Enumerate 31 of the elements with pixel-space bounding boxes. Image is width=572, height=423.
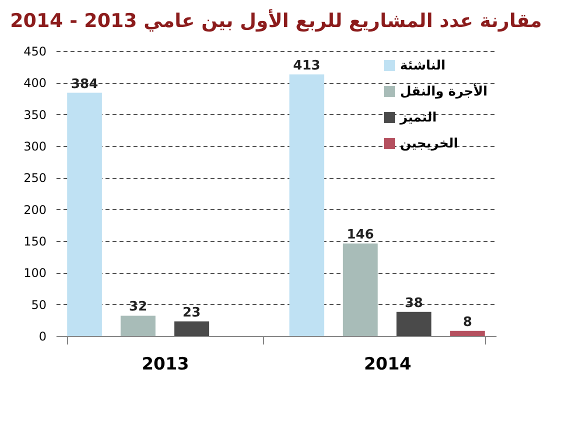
data-label: 384	[70, 76, 98, 92]
y-tick-label: 250	[24, 171, 46, 186]
bar	[396, 312, 432, 336]
x-tick-label: 2013	[142, 354, 190, 374]
y-tick-label: 400	[24, 76, 46, 90]
data-label: 413	[293, 58, 320, 74]
x-tick-label: 2014	[364, 354, 412, 374]
y-tick-label: 50	[31, 298, 46, 312]
y-tick-label: 450	[24, 44, 46, 58]
legend-label: الأجرة والنقل	[400, 82, 488, 100]
bar	[450, 330, 485, 336]
y-tick-label: 300	[24, 140, 46, 154]
bar	[120, 316, 156, 336]
legend-label: الناشئة	[400, 58, 446, 74]
data-label: 38	[404, 296, 423, 311]
data-label: 23	[182, 305, 201, 320]
y-tick-label: 0	[38, 330, 46, 344]
y-tick-label: 100	[24, 266, 46, 280]
bar	[342, 244, 378, 336]
legend-label: التميز	[399, 110, 437, 126]
y-tick-label: 350	[24, 108, 46, 122]
data-label: 146	[346, 228, 374, 243]
data-label: 32	[129, 300, 148, 315]
y-tick-label: 200	[24, 202, 46, 217]
legend-label: الخريجين	[400, 136, 458, 152]
data-label: 8	[462, 314, 472, 330]
bar	[174, 321, 210, 336]
y-tick-label: 150	[24, 234, 46, 248]
bar	[67, 92, 102, 336]
bar	[289, 74, 324, 336]
chart-title: مقارنة عدد المشاريع للربع الأول بين عامي 2013 - 2014	[10, 9, 542, 32]
